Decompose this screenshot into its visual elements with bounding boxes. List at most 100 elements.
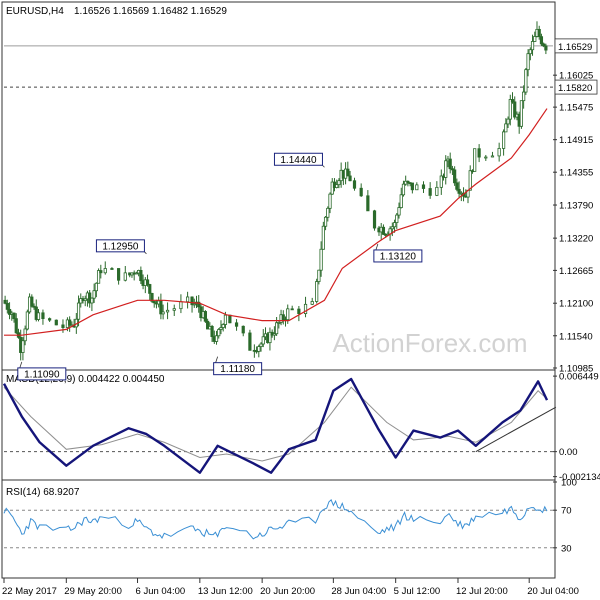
candle-body	[335, 184, 339, 188]
watermark: ActionForex.com	[332, 328, 527, 358]
price-tick-label: 1.13220	[559, 234, 593, 245]
candle-body	[206, 320, 210, 330]
candle-body	[346, 168, 350, 177]
candle-body	[297, 308, 301, 315]
candle-body	[103, 268, 107, 274]
candle-body	[152, 300, 156, 304]
candle-body	[192, 303, 196, 306]
candle-body	[473, 148, 477, 172]
candle-body	[92, 290, 96, 299]
candle-body	[484, 156, 488, 159]
candle-body	[286, 308, 290, 321]
candle-body	[415, 184, 419, 191]
candle-body	[90, 297, 94, 304]
chart-symbol: EURUSD,H4	[6, 6, 64, 17]
price-tick-label: 1.12100	[559, 299, 593, 310]
price-tick-label: 1.16025	[559, 71, 593, 82]
level-label: 1.15820	[558, 83, 592, 94]
price-tick-label: 1.14915	[559, 135, 593, 146]
annotation-label: 1.12950	[102, 241, 139, 252]
price-tick-label: 1.14355	[559, 168, 593, 179]
candle-body	[83, 298, 87, 301]
candle-body	[410, 182, 414, 191]
candle-body	[502, 131, 506, 149]
candle-body	[54, 319, 58, 326]
candle-body	[68, 319, 72, 326]
macd-trendline	[475, 406, 557, 453]
macd-tick-label: 0.006449	[559, 372, 599, 383]
candle-body	[117, 268, 121, 281]
candle-body	[477, 148, 481, 158]
candle-body	[406, 180, 410, 184]
candle-body	[315, 281, 319, 302]
candle-body	[328, 193, 332, 209]
candle-body	[48, 318, 52, 321]
macd-layer	[2, 377, 557, 474]
rsi-panel-frame	[1, 479, 556, 579]
annotation-label: 1.11180	[220, 364, 255, 375]
x-tick-label: 6 Jun 04:00	[136, 586, 186, 597]
candle-body	[139, 270, 143, 282]
candle-body	[510, 99, 515, 103]
candle-body	[281, 314, 285, 321]
candle-body	[123, 272, 127, 281]
candle-body	[310, 301, 314, 305]
candle-body	[61, 324, 65, 328]
candle-body	[542, 43, 546, 47]
candle-body	[544, 45, 548, 51]
axis-layer: 1.16025 1.15475 1.14915 1.14355 1.13790 1.132…	[2, 38, 600, 597]
candle-body	[444, 160, 448, 178]
candle-body	[76, 302, 81, 320]
candle-body	[506, 118, 510, 125]
candle-body	[241, 325, 245, 334]
price-tick-label: 1.13790	[559, 201, 593, 212]
candle-body	[359, 187, 363, 197]
candle-body	[352, 180, 357, 189]
candle-body	[259, 343, 263, 347]
candle-body	[323, 216, 328, 227]
annotation-box	[17, 367, 67, 381]
price-tick-label: 1.12665	[559, 266, 593, 277]
candle-body	[448, 158, 452, 170]
current-price-label: 1.16529	[558, 42, 592, 53]
candle-body	[257, 346, 261, 352]
candle-body	[392, 222, 397, 228]
candle-body	[381, 226, 386, 235]
macd-tick-label: -0.002134	[559, 472, 600, 483]
candle-body	[290, 308, 294, 311]
candle-body	[457, 188, 461, 194]
candle-body	[330, 181, 334, 195]
annotation-box	[213, 362, 263, 376]
candle-body	[468, 170, 472, 191]
candle-body	[30, 296, 34, 307]
candle-body	[159, 300, 163, 315]
candle-body	[497, 148, 501, 157]
candle-body	[421, 184, 426, 189]
candle-body	[401, 183, 406, 196]
candle-body	[219, 327, 223, 330]
candle-body	[303, 303, 308, 315]
candle-body	[504, 123, 508, 133]
macd-line	[2, 377, 549, 474]
candle-body	[150, 292, 154, 302]
candle-body	[275, 322, 279, 335]
annotation-label: 1.11090	[24, 369, 60, 380]
candle-body	[272, 333, 276, 336]
candle-body	[25, 311, 29, 330]
price-layer: 1.11090 1.12950 1.11180 1.14440 1.13120	[3, 21, 553, 381]
rsi-line	[3, 498, 548, 540]
candle-body	[134, 272, 139, 275]
candle-body	[210, 325, 214, 337]
candle-body	[96, 270, 101, 284]
candle-body	[326, 207, 330, 218]
candle-body	[228, 314, 232, 324]
x-tick-label: 20 Jul 04:00	[527, 586, 579, 597]
candle-body	[248, 332, 252, 351]
candle-body	[221, 324, 225, 328]
candle-body	[234, 322, 239, 327]
candle-body	[3, 299, 7, 304]
price-tick-label: 1.15475	[559, 103, 593, 114]
candle-body	[5, 302, 9, 310]
